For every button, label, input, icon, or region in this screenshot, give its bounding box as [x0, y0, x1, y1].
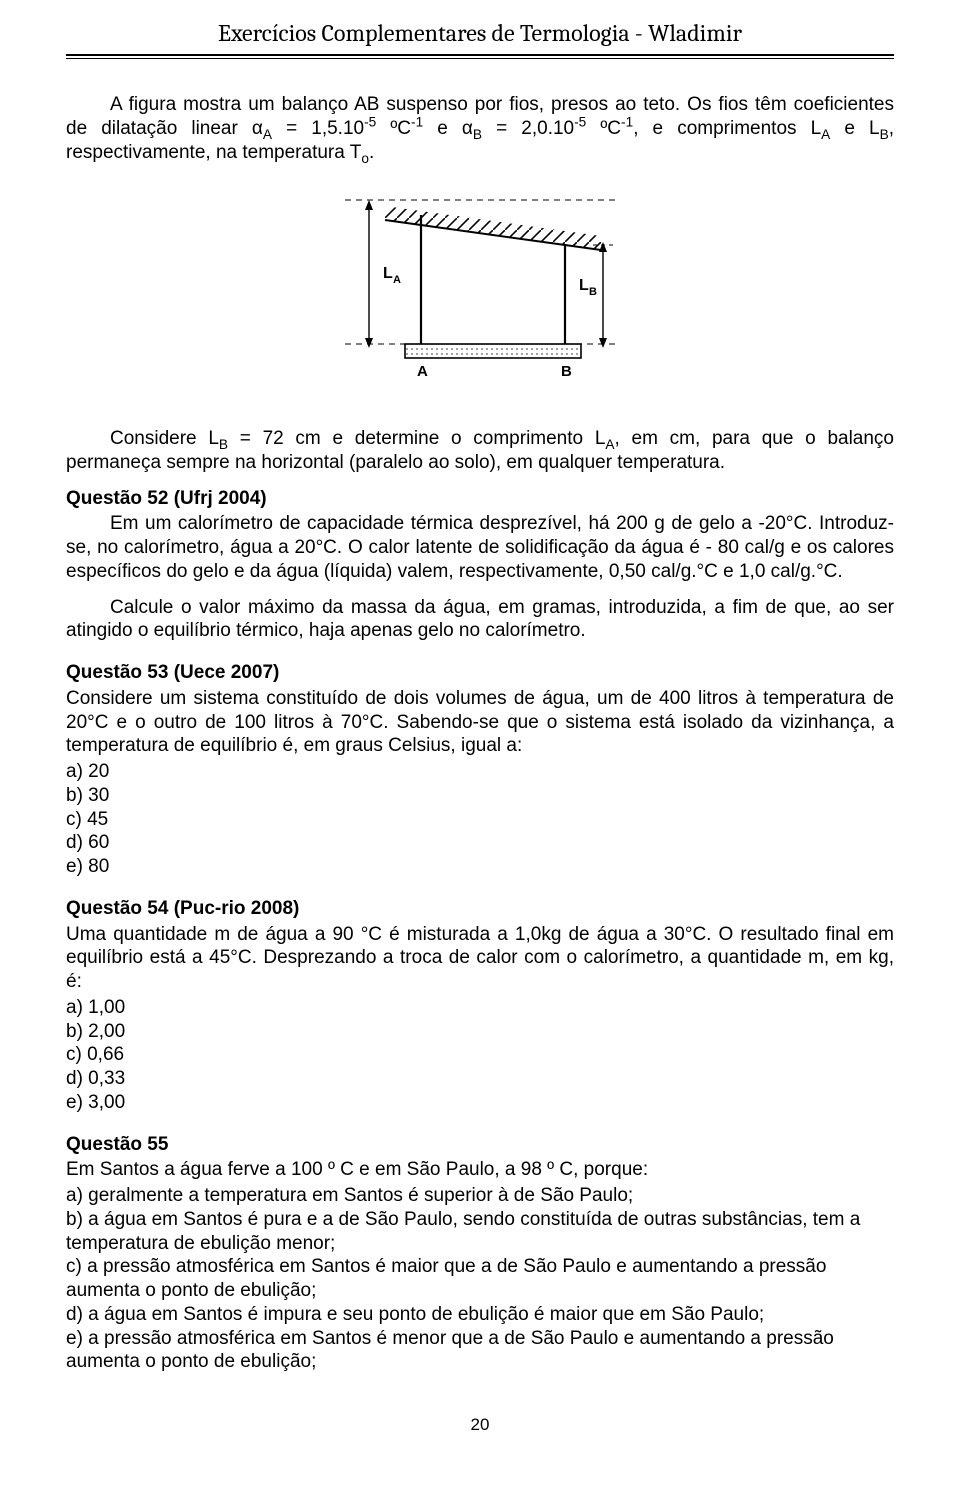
svg-text:A: A — [393, 274, 401, 286]
sub-b: B — [219, 437, 228, 452]
question-body: Em Santos a água ferve a 100 º C e em Sã… — [66, 1158, 894, 1182]
option-b: b) 2,00 — [66, 1020, 894, 1044]
option-d: d) a água em Santos é impura e seu ponto… — [66, 1303, 894, 1327]
question-title: Questão 52 (Ufrj 2004) — [66, 487, 894, 511]
svg-text:A: A — [417, 363, 428, 380]
sub-a: A — [821, 127, 830, 142]
option-b: b) a água em Santos é pura e a de São Pa… — [66, 1208, 894, 1256]
sub-b: B — [473, 127, 482, 142]
svg-text:B: B — [561, 363, 572, 380]
option-a: a) 1,00 — [66, 996, 894, 1020]
option-c: c) 45 — [66, 808, 894, 832]
sup-neg1: -1 — [621, 114, 633, 129]
page-title: Exercícios Complementares de Termologia … — [66, 18, 894, 52]
t: e α — [423, 118, 473, 139]
option-a: a) geralmente a temperatura em Santos é … — [66, 1184, 894, 1208]
option-c: c) 0,66 — [66, 1043, 894, 1067]
t: e L — [830, 118, 879, 139]
t: . — [369, 142, 374, 163]
option-b: b) 30 — [66, 784, 894, 808]
sub-a: A — [263, 127, 272, 142]
t: , e comprimentos L — [633, 118, 821, 139]
header-rule-thick — [66, 54, 894, 56]
question-options: a) 20 b) 30 c) 45 d) 60 e) 80 — [66, 760, 894, 879]
consider-paragraph: Considere LB = 72 cm e determine o compr… — [66, 427, 894, 475]
svg-text:L: L — [383, 265, 393, 282]
question-54: Questão 54 (Puc-rio 2008) Uma quantidade… — [66, 897, 894, 1115]
question-options: a) 1,00 b) 2,00 c) 0,66 d) 0,33 e) 3,00 — [66, 996, 894, 1115]
sup-neg5: -5 — [364, 114, 376, 129]
page-number: 20 — [66, 1414, 894, 1435]
t: = 2,0.10 — [482, 118, 574, 139]
sub-o: o — [361, 150, 369, 165]
t: = 72 cm e determine o comprimento L — [228, 428, 605, 449]
question-options: a) geralmente a temperatura em Santos é … — [66, 1184, 894, 1374]
question-body: Em um calorímetro de capacidade térmica … — [66, 512, 894, 583]
svg-text:L: L — [579, 277, 589, 294]
option-e: e) a pressão atmosférica em Santos é men… — [66, 1327, 894, 1375]
t: ºC — [586, 118, 621, 139]
header-rule-thin — [66, 58, 894, 59]
question-title: Questão 54 (Puc-rio 2008) — [66, 897, 894, 921]
svg-text:B: B — [589, 286, 597, 298]
option-a: a) 20 — [66, 760, 894, 784]
t: = 1,5.10 — [272, 118, 364, 139]
option-d: d) 0,33 — [66, 1067, 894, 1091]
question-title: Questão 53 (Uece 2007) — [66, 661, 894, 685]
t: Considere L — [110, 428, 219, 449]
sub-a: A — [605, 437, 614, 452]
option-e: e) 3,00 — [66, 1091, 894, 1115]
t: ºC — [376, 118, 411, 139]
question-55: Questão 55 Em Santos a água ferve a 100 … — [66, 1133, 894, 1375]
question-53: Questão 53 (Uece 2007) Considere um sist… — [66, 661, 894, 879]
question-body: Considere um sistema constituído de dois… — [66, 687, 894, 758]
sub-b: B — [880, 127, 889, 142]
question-52: Questão 52 (Ufrj 2004) Em um calorímetro… — [66, 487, 894, 644]
question-title: Questão 55 — [66, 1133, 894, 1157]
option-e: e) 80 — [66, 855, 894, 879]
option-d: d) 60 — [66, 831, 894, 855]
figure-wrap: L A L B A B — [66, 182, 894, 399]
option-c: c) a pressão atmosférica em Santos é mai… — [66, 1255, 894, 1303]
question-body-2: Calcule o valor máximo da massa da água,… — [66, 596, 894, 644]
sup-neg1: -1 — [411, 114, 423, 129]
intro-paragraph: A figura mostra um balanço AB suspenso p… — [66, 93, 894, 164]
balance-diagram: L A L B A B — [325, 182, 635, 392]
sup-neg5: -5 — [574, 114, 586, 129]
page: Exercícios Complementares de Termologia … — [0, 0, 960, 1475]
content: A figura mostra um balanço AB suspenso p… — [66, 93, 894, 1435]
question-body: Uma quantidade m de água a 90 °C é mistu… — [66, 923, 894, 994]
